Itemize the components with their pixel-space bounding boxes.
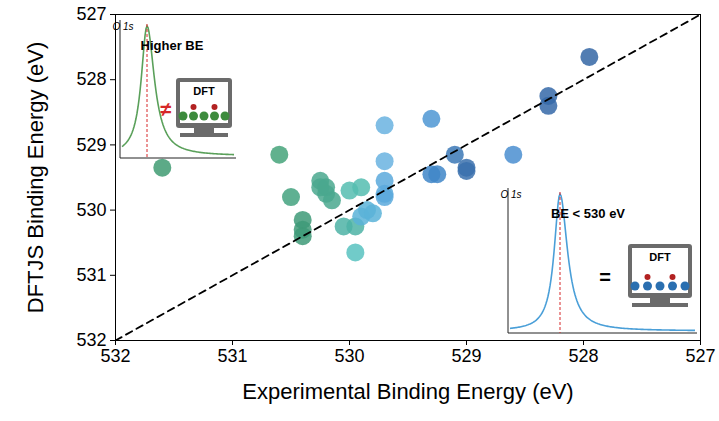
svg-text:O 1s: O 1s [500,189,521,200]
svg-text:532: 532 [100,346,130,366]
svg-text:DFT: DFT [193,85,215,97]
svg-text:527: 527 [76,4,106,24]
svg-text:DFT: DFT [649,251,671,263]
svg-text:532: 532 [76,330,107,351]
svg-text:Experimental Binding Energy (e: Experimental Binding Energy (eV) [242,379,573,404]
svg-text:530: 530 [76,200,106,220]
svg-text:BE < 530 eV: BE < 530 eV [551,206,625,221]
svg-text:528: 528 [76,69,106,89]
svg-text:≠: ≠ [161,98,172,120]
svg-text:529: 529 [76,135,106,155]
svg-text:527: 527 [685,346,715,366]
svg-text:O 1s: O 1s [112,21,133,32]
svg-text:531: 531 [217,346,247,366]
svg-text:Higher BE: Higher BE [141,38,204,53]
svg-text:528: 528 [568,346,598,366]
svg-text:=: = [599,266,611,288]
svg-text:DFTJS Binding Energy (eV): DFTJS Binding Energy (eV) [23,42,48,313]
svg-text:531: 531 [76,265,106,285]
svg-text:530: 530 [334,346,364,366]
svg-text:529: 529 [451,346,481,366]
